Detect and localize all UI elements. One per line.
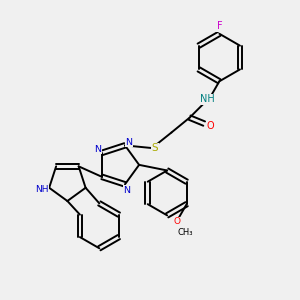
Text: NH: NH <box>200 94 215 104</box>
Text: N: N <box>123 186 130 195</box>
Text: N: N <box>94 145 102 154</box>
Text: CH₃: CH₃ <box>178 228 194 237</box>
Text: F: F <box>217 22 222 32</box>
Text: N: N <box>125 138 132 147</box>
Text: O: O <box>206 121 214 131</box>
Text: NH: NH <box>35 185 49 194</box>
Text: O: O <box>174 218 181 226</box>
Text: S: S <box>152 143 158 153</box>
